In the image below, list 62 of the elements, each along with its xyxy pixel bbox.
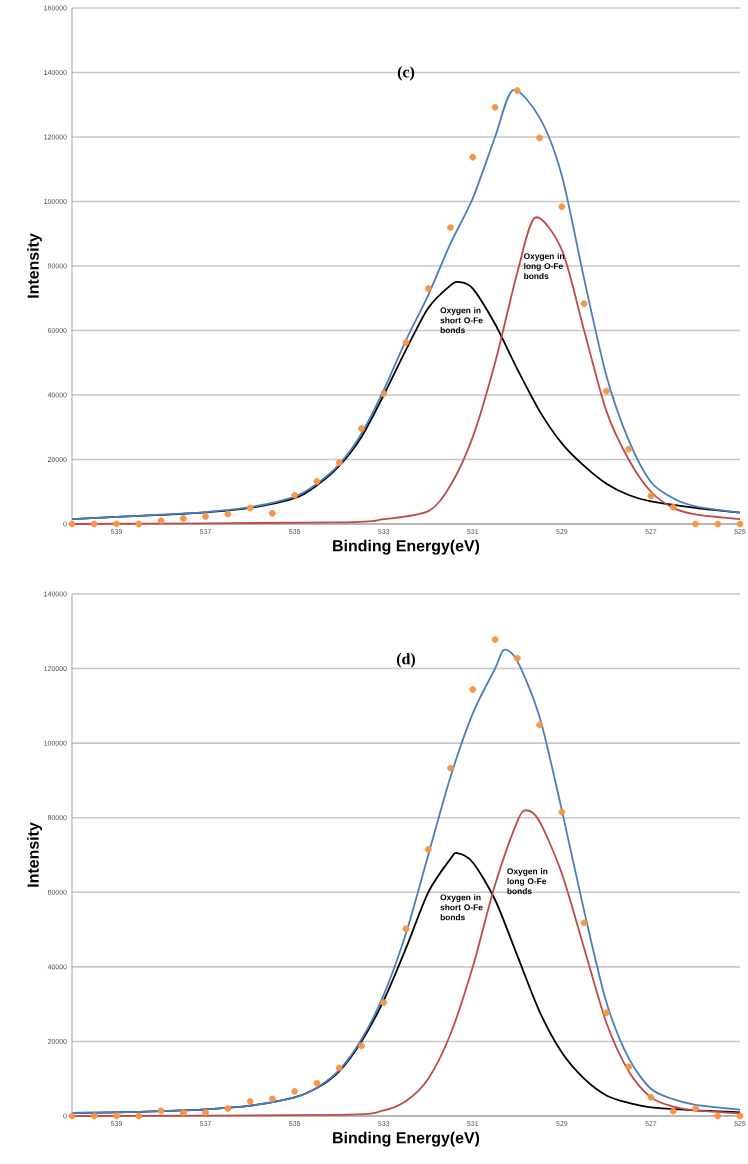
point bbox=[269, 509, 276, 517]
point bbox=[736, 1112, 744, 1120]
point bbox=[90, 520, 98, 528]
point bbox=[179, 515, 187, 522]
point bbox=[714, 520, 722, 528]
point bbox=[536, 721, 543, 729]
point bbox=[424, 846, 432, 853]
point bbox=[402, 339, 410, 346]
point bbox=[358, 425, 365, 432]
point bbox=[580, 919, 588, 927]
point bbox=[558, 808, 566, 816]
point bbox=[202, 513, 209, 520]
point bbox=[291, 491, 299, 499]
point bbox=[736, 520, 744, 528]
point bbox=[224, 510, 232, 518]
point bbox=[135, 520, 143, 528]
point bbox=[202, 1109, 209, 1117]
point bbox=[269, 1095, 276, 1103]
point bbox=[313, 1079, 321, 1087]
point bbox=[68, 1112, 76, 1120]
point bbox=[558, 203, 566, 211]
point bbox=[469, 153, 477, 161]
point bbox=[447, 764, 454, 772]
point bbox=[669, 1107, 677, 1115]
point bbox=[647, 492, 655, 500]
point bbox=[224, 1105, 232, 1112]
point bbox=[625, 445, 633, 453]
point bbox=[580, 300, 588, 308]
point bbox=[625, 1063, 633, 1071]
point bbox=[603, 387, 610, 395]
point bbox=[692, 1105, 699, 1112]
point bbox=[179, 1109, 187, 1117]
point bbox=[491, 636, 499, 643]
point bbox=[714, 1112, 722, 1120]
point bbox=[469, 686, 477, 693]
point bbox=[335, 459, 343, 467]
point bbox=[447, 224, 454, 231]
point bbox=[90, 1112, 98, 1120]
point bbox=[358, 1042, 365, 1050]
point bbox=[380, 390, 388, 398]
point bbox=[113, 1112, 120, 1120]
point bbox=[246, 504, 254, 512]
point bbox=[692, 520, 699, 528]
point bbox=[313, 478, 321, 485]
point bbox=[68, 520, 76, 528]
point bbox=[157, 517, 165, 525]
point bbox=[113, 520, 120, 528]
point bbox=[603, 1009, 610, 1017]
point bbox=[669, 503, 677, 511]
point bbox=[380, 999, 388, 1007]
point bbox=[513, 87, 521, 94]
point bbox=[135, 1112, 143, 1120]
point bbox=[335, 1064, 343, 1072]
point bbox=[536, 134, 543, 142]
point bbox=[291, 1088, 299, 1095]
point bbox=[513, 654, 521, 662]
point bbox=[402, 925, 410, 933]
point bbox=[647, 1093, 655, 1101]
point bbox=[246, 1098, 254, 1105]
point bbox=[157, 1107, 165, 1115]
point bbox=[424, 285, 432, 292]
point bbox=[491, 103, 499, 111]
